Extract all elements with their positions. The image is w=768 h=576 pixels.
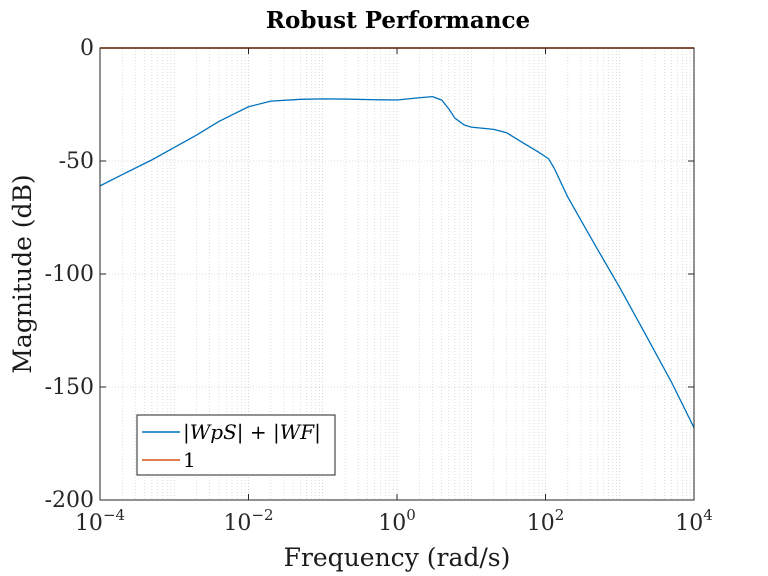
legend-label-series-2: 1 (183, 448, 196, 472)
legend: |WpS| + |WF| 1 (136, 414, 336, 476)
x-tick-label: 100 (378, 506, 416, 536)
grid-lines (99, 47, 695, 501)
legend-box (136, 414, 336, 476)
y-tick-labels: 0 -50 -100 -150 -200 (45, 36, 694, 513)
chart-title: Robust Performance (266, 7, 530, 34)
x-tick-label: 10−4 (75, 506, 125, 536)
x-tick-label: 104 (675, 506, 713, 536)
y-tick-label: -50 (59, 149, 94, 174)
x-tick-labels: 10−4 10−2 100 102 104 (75, 48, 713, 536)
y-axis-label: Magnitude (dB) (8, 174, 37, 373)
y-tick-label: -150 (45, 375, 94, 400)
y-tick-label: -100 (45, 262, 94, 287)
x-tick-label: 10−2 (223, 506, 273, 536)
legend-label-series-1: |WpS| + |WF| (183, 420, 321, 445)
y-tick-label: 0 (80, 36, 94, 61)
x-tick-label: 102 (527, 506, 565, 536)
series-line-1 (99, 95, 695, 428)
y-tick-label: -200 (45, 488, 94, 513)
x-axis-label: Frequency (rad/s) (284, 543, 511, 572)
